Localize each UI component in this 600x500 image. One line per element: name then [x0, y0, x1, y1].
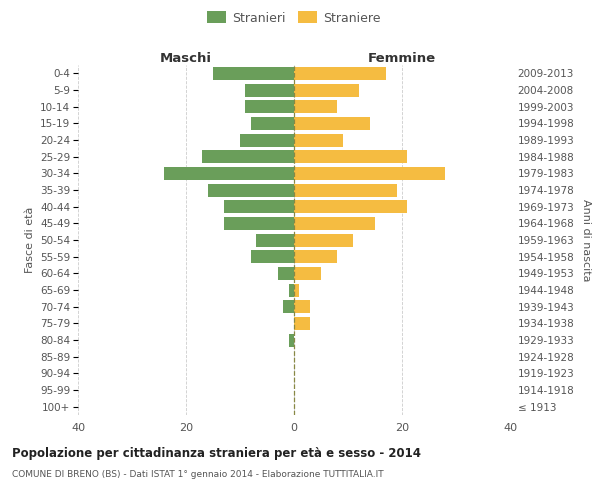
Bar — [213, 67, 294, 80]
Bar — [294, 317, 310, 330]
Bar — [164, 167, 294, 180]
Bar — [224, 217, 294, 230]
Bar — [294, 67, 386, 80]
Bar — [251, 250, 294, 263]
Text: COMUNE DI BRENO (BS) - Dati ISTAT 1° gennaio 2014 - Elaborazione TUTTITALIA.IT: COMUNE DI BRENO (BS) - Dati ISTAT 1° gen… — [12, 470, 383, 479]
Bar — [283, 300, 294, 313]
Bar — [289, 284, 294, 296]
Bar — [294, 250, 337, 263]
Bar — [245, 100, 294, 113]
Bar — [294, 84, 359, 96]
Bar — [294, 150, 407, 163]
Bar — [208, 184, 294, 196]
Bar — [294, 267, 321, 280]
Y-axis label: Anni di nascita: Anni di nascita — [581, 198, 591, 281]
Bar — [294, 284, 299, 296]
Text: Popolazione per cittadinanza straniera per età e sesso - 2014: Popolazione per cittadinanza straniera p… — [12, 448, 421, 460]
Bar — [256, 234, 294, 246]
Bar — [294, 117, 370, 130]
Bar — [289, 334, 294, 346]
Bar — [245, 84, 294, 96]
Legend: Stranieri, Straniere: Stranieri, Straniere — [205, 8, 383, 27]
Bar — [294, 134, 343, 146]
Bar — [294, 300, 310, 313]
Bar — [278, 267, 294, 280]
Bar — [294, 167, 445, 180]
Bar — [294, 100, 337, 113]
Bar — [202, 150, 294, 163]
Bar — [251, 117, 294, 130]
Bar — [294, 234, 353, 246]
Text: Maschi: Maschi — [160, 52, 212, 65]
Bar — [240, 134, 294, 146]
Bar — [294, 217, 375, 230]
Text: Femmine: Femmine — [368, 52, 436, 65]
Bar — [224, 200, 294, 213]
Y-axis label: Fasce di età: Fasce di età — [25, 207, 35, 273]
Bar — [294, 200, 407, 213]
Bar — [294, 184, 397, 196]
